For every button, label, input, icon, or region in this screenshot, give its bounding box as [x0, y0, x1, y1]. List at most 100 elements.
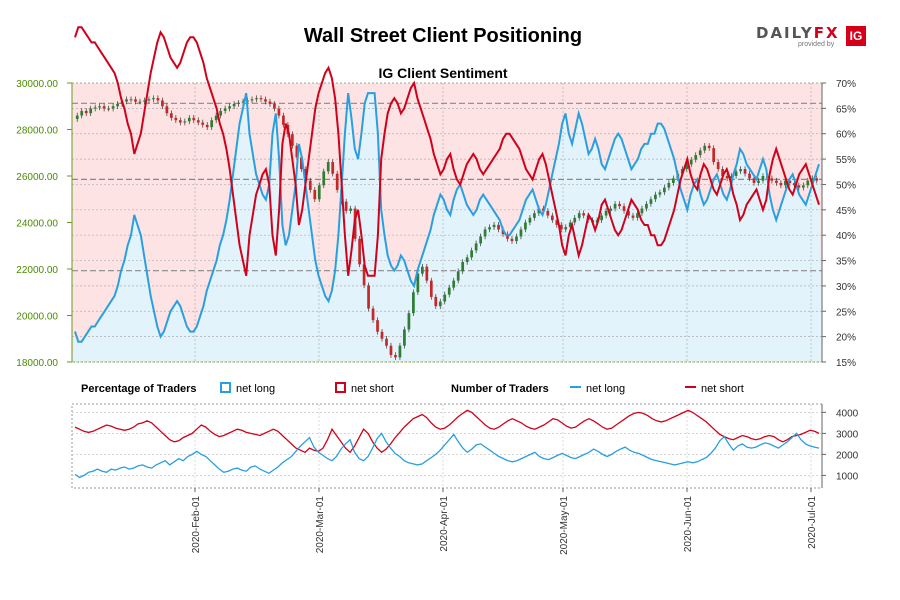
count-axis: 4000 3000 2000 1000 [821, 404, 859, 488]
candle-body [550, 215, 554, 221]
candle-body [506, 234, 509, 239]
legend: Percentage of Traders net long net short… [81, 382, 744, 395]
candle-body [712, 148, 716, 163]
candle-body [412, 292, 415, 314]
candle-body [125, 99, 128, 102]
pct-tick-label: 20% [836, 333, 856, 344]
candle-body [394, 355, 397, 358]
candle-body [703, 145, 707, 151]
candle-body [707, 145, 711, 149]
candle-body [555, 220, 559, 225]
candle-body [757, 180, 760, 183]
candle-body [362, 264, 366, 286]
candle-body [488, 227, 491, 230]
candle-body [111, 106, 115, 109]
candle-body [138, 101, 142, 103]
legend-long-box [220, 382, 231, 393]
candle-body [313, 189, 317, 200]
date-tick-label: 2020-May-01 [559, 496, 570, 555]
candle-body [358, 238, 361, 265]
candle-body [761, 176, 765, 181]
candle-body [201, 122, 205, 125]
candle-body [367, 285, 370, 309]
candle-body [671, 178, 675, 183]
price-tick-label: 20000.00 [16, 312, 58, 323]
candle-body [658, 192, 662, 195]
percentage-axis: 70% 65% 60% 55% 50% 45% 40% 35% 30% 25% 20% 15% [821, 79, 856, 369]
candle-body [649, 199, 653, 204]
candle-body [739, 169, 742, 172]
candle-body [89, 108, 93, 114]
candle-body [510, 238, 514, 242]
candle-body [178, 120, 182, 123]
candle-body [779, 182, 783, 186]
count-tick-label: 1000 [836, 471, 859, 482]
candle-body [192, 117, 196, 121]
candle-body [667, 182, 671, 188]
net-long-count-line [74, 432, 820, 479]
candle-body [474, 243, 478, 251]
candle-body [546, 210, 550, 216]
candle-body [156, 98, 160, 101]
candle-body [335, 173, 339, 190]
candle-body [161, 100, 164, 107]
candle-body [183, 121, 187, 123]
candle-body [515, 236, 518, 242]
candle-body [264, 99, 267, 102]
candle-body [663, 187, 666, 193]
dailyfx-logo: DAILYFX provided by IG [756, 24, 868, 48]
candle-body [403, 329, 406, 346]
candle-body [631, 215, 635, 218]
price-axis: 30000.00 28000.00 26000.00 24000.00 22000.00… [16, 79, 73, 369]
date-axis: 2020-Feb-01 2020-Mar-01 2020-Apr-01 2020-Ma… [191, 488, 818, 555]
candle-body [425, 266, 429, 281]
candle-body [80, 110, 84, 116]
candle-body [152, 98, 155, 100]
candle-body [716, 162, 720, 170]
logo-provided-by: provided by [798, 41, 835, 48]
candle-body [147, 99, 151, 101]
candle-body [725, 176, 729, 179]
candle-body [524, 222, 527, 230]
lower-panel-grid [71, 403, 823, 489]
candle-body [102, 106, 106, 109]
candle-body [398, 345, 402, 358]
candle-body [326, 162, 330, 172]
price-candles [75, 95, 819, 361]
candle-body [577, 213, 581, 218]
candle-body [618, 203, 621, 207]
candle-body [792, 182, 796, 186]
candle-body [116, 103, 119, 107]
upper-panel-grid [72, 82, 822, 363]
candle-body [299, 157, 303, 170]
lower-frame [71, 403, 823, 489]
candle-body [434, 296, 438, 307]
candle-body [165, 106, 169, 114]
candle-body [134, 99, 137, 102]
upper-panel-background [71, 82, 823, 363]
candle-body [107, 108, 110, 110]
candle-body [98, 106, 102, 108]
pct-tick-label: 15% [836, 358, 856, 369]
price-tick-label: 24000.00 [16, 219, 58, 230]
chart-title: Wall Street Client Positioning [304, 25, 582, 47]
pct-tick-label: 25% [836, 307, 856, 318]
candle-body [801, 185, 805, 188]
candle-body [645, 203, 648, 209]
legend-left-long: net long [236, 383, 275, 395]
legend-right-long: net long [586, 383, 625, 395]
date-tick-label: 2020-Jun-01 [683, 496, 694, 553]
pct-tick-label: 60% [836, 130, 856, 141]
candle-body [788, 180, 792, 183]
candle-body [84, 110, 88, 114]
date-tick-label: 2020-Jul-01 [807, 496, 818, 549]
candle-body [331, 162, 335, 174]
candle-body [255, 98, 258, 100]
candle-body [268, 101, 272, 104]
candle-body [317, 185, 321, 200]
candle-body [694, 155, 698, 160]
candle-body [775, 180, 778, 183]
candle-body [636, 213, 639, 218]
candle-body [730, 176, 733, 179]
candle-body [622, 206, 626, 211]
